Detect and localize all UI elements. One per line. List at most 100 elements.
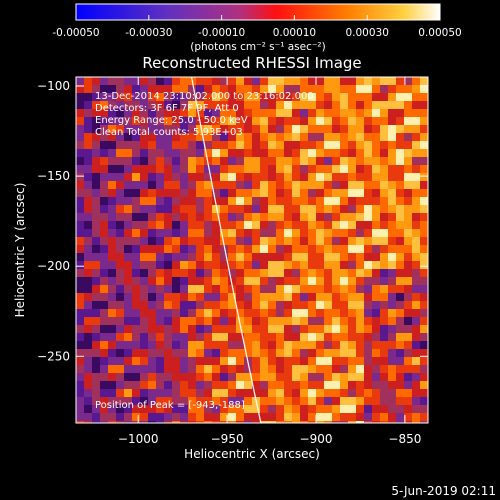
heatmap-cell [180,157,188,165]
heatmap-cell [212,349,220,357]
heatmap-cell [332,277,340,285]
heatmap-cell [156,141,164,149]
heatmap-cell [284,397,292,405]
heatmap-cell [292,141,300,149]
heatmap-cell [412,77,420,85]
heatmap-cell [268,365,276,373]
heatmap-cell [180,189,188,197]
heatmap-cell [252,229,260,237]
heatmap-cell [356,309,364,317]
heatmap-cell [332,173,340,181]
heatmap-cell [324,213,332,221]
heatmap-cell [84,165,92,173]
heatmap-cell [228,109,236,117]
heatmap-cell [172,293,180,301]
heatmap-cell [100,229,108,237]
heatmap-cell [340,109,348,117]
heatmap-cell [308,397,316,405]
heatmap-cell [180,213,188,221]
heatmap-cell [84,341,92,349]
heatmap-cell [180,389,188,397]
heatmap-cell [244,349,252,357]
heatmap-cell [324,93,332,101]
heatmap-cell [268,189,276,197]
heatmap-cell [292,349,300,357]
heatmap-cell [236,269,244,277]
heatmap-cell [180,373,188,381]
heatmap-cell [308,413,316,421]
heatmap-cell [188,109,196,117]
heatmap-cell [276,277,284,285]
heatmap-cell [268,301,276,309]
heatmap-cell [76,213,84,221]
heatmap-cell [132,85,140,93]
heatmap-cell [100,77,108,85]
heatmap-cell [388,237,396,245]
heatmap-cell [404,109,412,117]
heatmap-cell [212,421,220,423]
heatmap-cell [284,333,292,341]
heatmap-cell [236,85,244,93]
heatmap-cell [404,293,412,301]
heatmap-cell [196,277,204,285]
heatmap-cell [276,245,284,253]
heatmap-cell [100,365,108,373]
heatmap-cell [116,413,124,421]
heatmap-cell [412,397,420,405]
heatmap-cell [364,365,372,373]
heatmap-cell [196,197,204,205]
heatmap-cell [100,173,108,181]
heatmap-cell [284,133,292,141]
x-tick-label: −850 [388,432,421,446]
heatmap-cell [196,261,204,269]
heatmap-cell [412,125,420,133]
heatmap-cell [372,101,380,109]
heatmap-cell [196,77,204,85]
heatmap-cell [284,221,292,229]
heatmap-cell [164,117,172,125]
heatmap-cell [204,205,212,213]
heatmap-cell [412,149,420,157]
heatmap-cell [380,277,388,285]
heatmap-cell [76,181,84,189]
heatmap-cell [404,181,412,189]
heatmap-cell [196,141,204,149]
heatmap-cell [276,141,284,149]
heatmap-cell [260,189,268,197]
heatmap-cell [372,133,380,141]
heatmap-cell [340,133,348,141]
heatmap-cell [380,221,388,229]
heatmap-cell [228,85,236,93]
heatmap-cell [388,205,396,213]
heatmap-cell [148,277,156,285]
heatmap-cell [420,309,428,317]
heatmap-cell [348,397,356,405]
heatmap-cell [180,365,188,373]
heatmap-cell [348,421,356,423]
heatmap-cell [252,317,260,325]
heatmap-cell [180,309,188,317]
heatmap-cell [396,197,404,205]
heatmap-cell [84,205,92,213]
heatmap-cell [148,93,156,101]
heatmap-cell [396,301,404,309]
heatmap-cell [332,181,340,189]
heatmap-cell [148,213,156,221]
heatmap-cell [244,149,252,157]
heatmap-cell [220,221,228,229]
heatmap-cell [348,253,356,261]
heatmap-cell [100,261,108,269]
heatmap-cell [284,141,292,149]
heatmap-cell [228,117,236,125]
heatmap-cell [412,421,420,423]
heatmap-cell [404,85,412,93]
heatmap-cell [172,213,180,221]
heatmap-cell [212,181,220,189]
heatmap-cell [92,325,100,333]
heatmap-cell [116,85,124,93]
heatmap-cell [108,245,116,253]
heatmap-cell [92,333,100,341]
heatmap-cell [372,93,380,101]
heatmap-cell [260,165,268,173]
heatmap-cell [84,237,92,245]
